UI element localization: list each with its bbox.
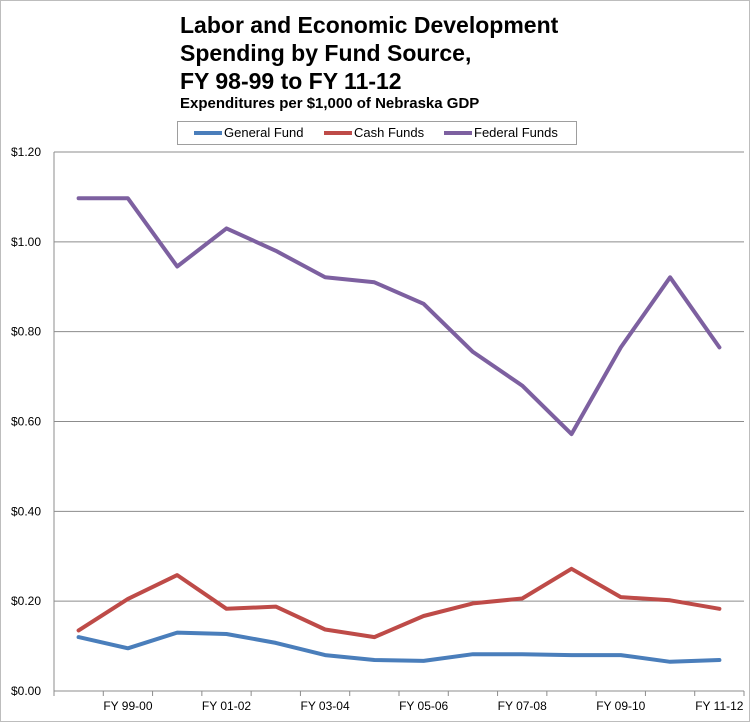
legend-label-cash-funds: Cash Funds xyxy=(354,125,425,140)
legend-label-federal-funds: Federal Funds xyxy=(474,125,558,140)
series-line-general-fund xyxy=(76,630,722,664)
x-tick-label: FY 09-10 xyxy=(596,699,645,713)
x-tick-label: FY 03-04 xyxy=(300,699,349,713)
series-line-cash-funds xyxy=(76,566,722,640)
chart-subtitle: Expenditures per $1,000 of Nebraska GDP xyxy=(180,95,480,112)
y-tick-label: $0.00 xyxy=(11,684,41,698)
chart-title-line-2: Spending by Fund Source, xyxy=(180,40,472,66)
x-tick-label: FY 99-00 xyxy=(103,699,152,713)
x-tick-label: FY 05-06 xyxy=(399,699,448,713)
chart-title-line-3: FY 98-99 to FY 11-12 xyxy=(180,68,402,94)
y-tick-label: $0.60 xyxy=(11,415,41,429)
legend-label-general-fund: General Fund xyxy=(224,125,304,140)
chart-legend: General Fund Cash Funds Federal Funds xyxy=(177,121,577,145)
legend-item-federal-funds: Federal Funds xyxy=(444,125,558,140)
y-tick-label: $0.80 xyxy=(11,325,41,339)
y-tick-label: $1.00 xyxy=(11,235,41,249)
legend-swatch-federal-funds xyxy=(444,130,472,135)
chart-title-line-1: Labor and Economic Development xyxy=(180,12,559,38)
series-line-federal-funds xyxy=(76,196,722,437)
x-tick-label: FY 01-02 xyxy=(202,699,251,713)
legend-item-general-fund: General Fund xyxy=(194,125,304,140)
legend-swatch-general-fund xyxy=(194,130,222,135)
legend-item-cash-funds: Cash Funds xyxy=(324,125,424,140)
y-tick-label: $1.20 xyxy=(11,145,41,159)
x-tick-label: FY 11-12 xyxy=(695,699,744,713)
y-tick-label: $0.20 xyxy=(11,594,41,608)
x-tick-label: FY 07-08 xyxy=(498,699,547,713)
y-tick-label: $0.40 xyxy=(11,504,41,518)
chart-title: Labor and Economic Development Spending … xyxy=(180,11,558,95)
legend-swatch-cash-funds xyxy=(324,130,352,135)
